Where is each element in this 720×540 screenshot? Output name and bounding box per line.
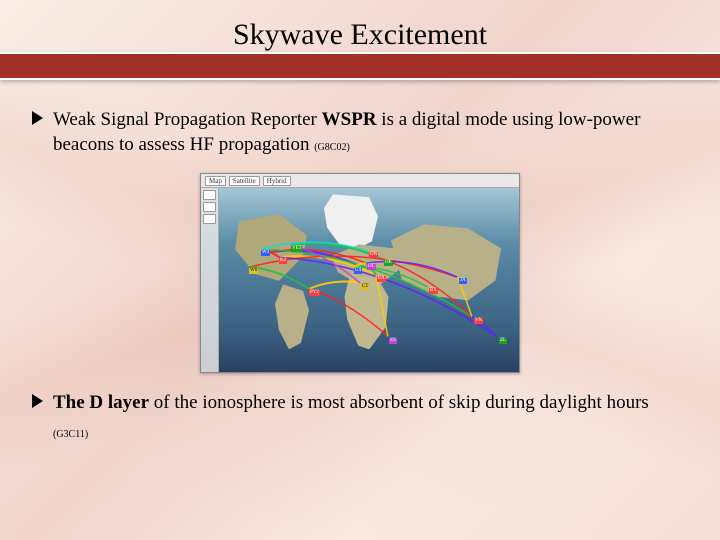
map-controls [201,188,219,372]
map-toolbar: Map Satellite Hybrid [201,174,519,188]
title-stripe [0,52,720,80]
bullet-bold: WSPR [322,109,377,130]
map-tab: Hybrid [263,176,291,186]
bullet-ref: (G3C11) [53,429,88,440]
station-node: CT [361,284,369,290]
station-node: ZS [389,338,397,344]
station-node: VK [474,318,483,324]
bullet-text: The D layer of the ionosphere is most ab… [53,391,649,444]
station-node: ON [369,252,378,258]
bullet-arrow-icon [32,111,43,125]
station-node: VE3 [291,246,302,252]
map-tab: Satellite [229,176,260,186]
station-node: W3 [261,250,270,256]
bullet-ref: (G8C02) [314,142,350,153]
station-node: EA [377,276,386,282]
bullet-item: Weak Signal Propagation Reporter WSPR is… [32,108,688,157]
zoom-in-icon [203,190,216,200]
zoom-out-icon [203,202,216,212]
wspr-map-figure: Map Satellite Hybrid W3 K2 VE3 W6 PY2 G4 DLEA O… [200,173,520,373]
slide-title: Skywave Excitement [0,18,720,52]
bullet-item: The D layer of the ionosphere is most ab… [32,391,688,444]
station-node: G4 [354,268,362,274]
station-node: DL [367,264,376,270]
content-area: Weak Signal Propagation Reporter WSPR is… [0,80,720,445]
pan-icon [203,214,216,224]
station-node: ZL [499,338,507,344]
map-tab: Map [205,176,226,186]
station-node: JA [459,278,467,284]
station-node: OE [384,260,393,266]
figure-container: Map Satellite Hybrid W3 K2 VE3 W6 PY2 G4 DLEA O… [32,173,688,373]
bullet-text: Weak Signal Propagation Reporter WSPR is… [53,108,688,157]
title-bar: Skywave Excitement [0,0,720,80]
station-node: BY [429,288,438,294]
bullet-arrow-icon [32,394,43,408]
propagation-lines [219,188,519,372]
bullet-pre: Weak Signal Propagation Reporter [53,109,322,130]
station-node: W6 [249,268,258,274]
station-node: K2 [279,258,287,264]
bullet-bold: The D layer [53,392,149,413]
bullet-post: of the ionosphere is most absorbent of s… [149,392,649,413]
station-node: PY2 [309,290,320,296]
